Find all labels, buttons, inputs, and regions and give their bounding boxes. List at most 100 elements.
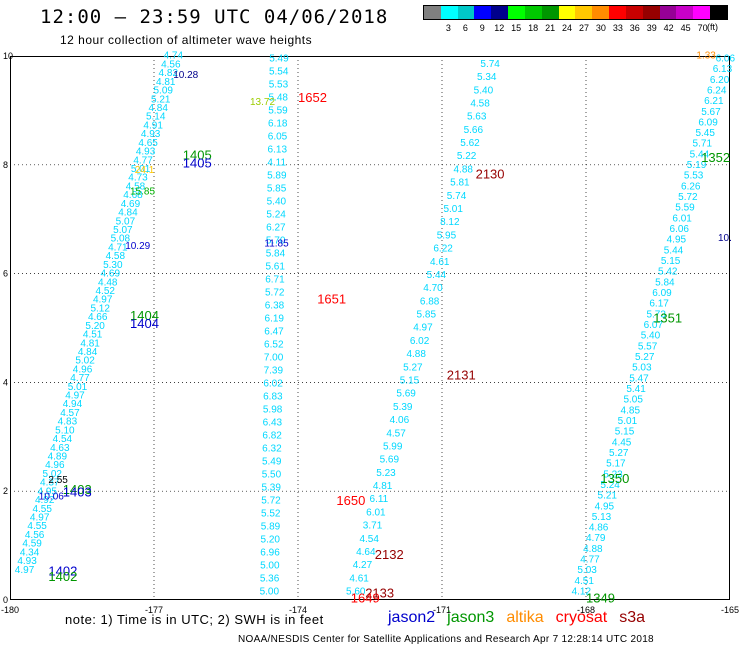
wave-height-value: 6.27 (266, 222, 286, 233)
wave-height-value: 5.40 (641, 331, 661, 342)
wave-height-value: 4.88 (583, 544, 603, 555)
legend-swatch (541, 6, 559, 19)
map-plot-area: -180 -177 -174 -171 -168 -16502468104.974.934… (1, 51, 739, 615)
wave-height-value: 5.42 (658, 267, 678, 278)
legend-swatch (491, 6, 509, 19)
wave-height-value: 4.92 (35, 495, 55, 506)
wave-height-value: 5.22 (457, 151, 477, 162)
wave-height-value: 4.06 (390, 415, 410, 426)
wave-height-value: 4.27 (353, 560, 373, 571)
wave-height-value: 5.62 (460, 138, 480, 149)
wave-height-value: 5.01 (443, 204, 463, 215)
y-tick-label: 8 (3, 160, 8, 170)
pass-time-label: 1652 (298, 90, 327, 105)
wave-height-value: 5.12 (90, 303, 110, 314)
wave-height-value: 5.02 (43, 469, 63, 480)
wave-height-value: 6.13 (713, 64, 733, 75)
legend-swatch (659, 6, 677, 19)
y-tick-label: 6 (3, 269, 8, 279)
wave-height-value-highlight: 10. (718, 233, 732, 244)
wave-height-value: 5.72 (678, 192, 698, 203)
wave-height-value-highlight: 24.1 (135, 165, 155, 176)
wave-height-value: 4.93 (141, 129, 161, 140)
wave-height-value: 6.21 (704, 96, 724, 107)
wave-height-value: 5.73 (646, 309, 666, 320)
legend-swatch (642, 6, 660, 19)
wave-height-value-highlight: 1.33 (696, 51, 716, 62)
wave-height-value: 4.84 (118, 208, 138, 219)
wave-height-value: 5.45 (695, 128, 715, 139)
pass-time-label: 1349 (586, 591, 615, 606)
wave-height-value: 5.20 (261, 535, 281, 546)
satellite-legend-cryosat: cryosat (555, 609, 608, 626)
pass-time-label: 2131 (447, 368, 476, 383)
wave-height-value: 4.58 (126, 181, 146, 192)
wave-height-value: 5.49 (269, 53, 289, 64)
x-tick-label: -174 (289, 605, 307, 615)
wave-height-value: 5.50 (262, 470, 282, 481)
wave-height-value: 6.02 (410, 336, 430, 347)
wave-height-value: 5.54 (269, 66, 289, 77)
wave-height-value: 5.07 (113, 225, 133, 236)
wave-height-value: 4.88 (454, 164, 474, 175)
legend-swatch (710, 6, 727, 19)
wave-height-value: 6.71 (265, 274, 285, 285)
wave-height-value: 4.11 (267, 157, 286, 168)
wave-height-value: 5.00 (260, 561, 280, 572)
wave-height-value-highlight: 10.06 (39, 491, 64, 502)
wave-height-value: 5.01 (618, 416, 638, 427)
wave-height-value: 4.63 (50, 443, 70, 454)
wave-height-value: 4.81 (373, 481, 393, 492)
legend-swatch (625, 6, 643, 19)
wave-height-value: 5.98 (263, 405, 283, 416)
wave-height-value: 6.38 (265, 300, 285, 311)
wave-height-value: 4.37 (40, 478, 60, 489)
satellite-legend-jason2: jason2 (388, 609, 436, 626)
legend-swatch (575, 6, 593, 19)
wave-height-value: 5.89 (261, 522, 281, 533)
legend-tick-label: 21 (545, 23, 556, 33)
wave-height-value: 6.24 (707, 85, 727, 96)
wave-height-value: 4.74 (164, 51, 184, 62)
wave-height-value: 4.73 (128, 173, 148, 184)
legend-tick-label: 15 (511, 23, 522, 33)
legend-swatch (440, 6, 458, 19)
wave-height-value: 5.99 (383, 441, 403, 452)
x-tick-label: -171 (433, 605, 451, 615)
wave-height-value: 4.55 (27, 521, 47, 532)
wave-height-value: 4.58 (470, 98, 490, 109)
wave-height-value: 4.51 (83, 330, 103, 341)
wave-height-value: 5.36 (260, 574, 280, 585)
legend-swatch (424, 6, 441, 19)
wave-height-value: 6.09 (698, 117, 718, 128)
wave-height-value: 4.57 (60, 408, 80, 419)
color-scale-legend (423, 5, 728, 20)
pass-time-label: 1351 (653, 311, 682, 326)
wave-height-value: 6.19 (265, 313, 285, 324)
pass-time-label: 2132 (375, 547, 404, 562)
wave-height-value: 4.52 (96, 286, 116, 297)
wave-height-value: 4.95 (595, 501, 615, 512)
wave-height-value: 4.57 (386, 428, 406, 439)
wave-height-value: 4.55 (32, 504, 52, 515)
legend-tick-label: 30 (595, 23, 606, 33)
pass-time-label: 1649 (351, 591, 380, 606)
wave-height-value: 5.27 (635, 352, 655, 363)
wave-height-value: 5.01 (68, 382, 88, 393)
wave-height-value: 4.56 (25, 530, 45, 541)
color-scale-labels: 3 6 9 12 15 18 21 24 27 30 33 36 39 42 45 70 (423, 23, 728, 35)
wave-height-value: 4.69 (101, 269, 121, 280)
wave-height-value: 5.39 (261, 483, 281, 494)
wave-height-value: 6.32 (262, 444, 282, 455)
y-tick-label: 2 (3, 486, 8, 496)
wave-height-value-highlight: 10.29 (125, 241, 150, 252)
wave-height-value: 5.89 (267, 170, 287, 181)
wave-height-value: 4.77 (70, 373, 90, 384)
pass-time-label: 2133 (365, 585, 394, 600)
y-tick-label: 4 (3, 377, 8, 387)
wave-height-value: 6.07 (644, 320, 664, 331)
wave-height-value: 8.12 (440, 217, 460, 228)
pass-time-label: 1404 (130, 308, 159, 323)
wave-height-value: 5.67 (701, 107, 721, 118)
y-tick-label: 10 (3, 51, 13, 61)
